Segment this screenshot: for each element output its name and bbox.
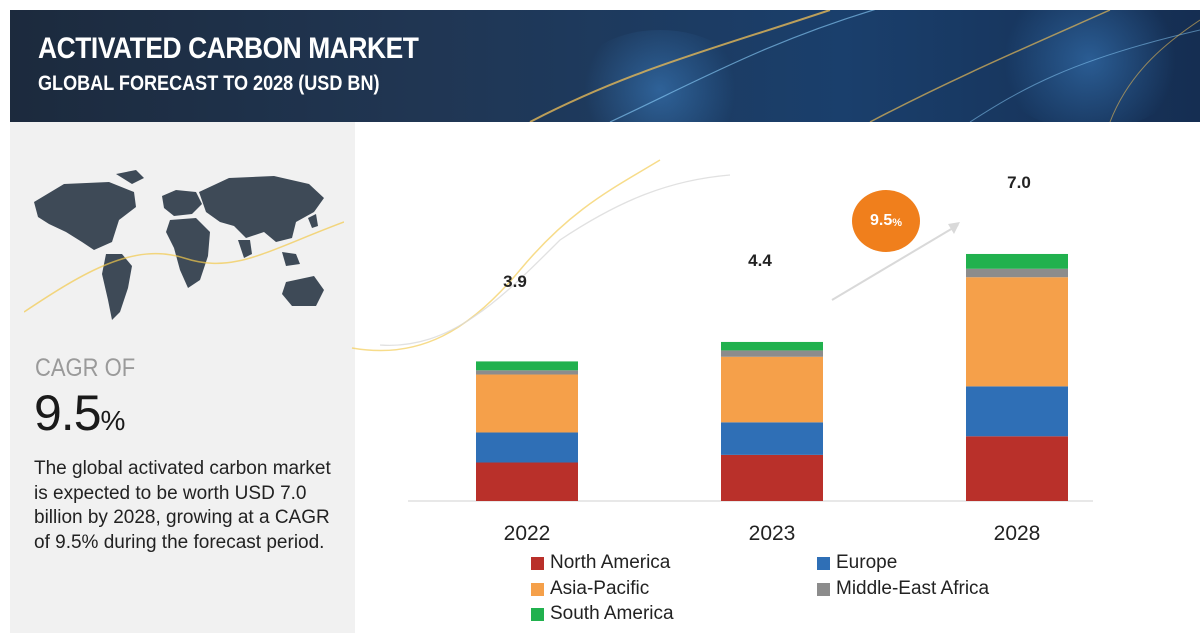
legend-label: Asia-Pacific xyxy=(550,578,650,599)
bar-segment-2028-north-america xyxy=(966,436,1068,501)
bar-segment-2028-asia-pacific xyxy=(966,277,1068,387)
legend-label: Middle-East Africa xyxy=(836,578,990,599)
bar-segment-2028-middle-east-africa xyxy=(966,268,1068,278)
bar-segment-2022-europe xyxy=(476,432,578,463)
bar-segment-2023-south-america xyxy=(721,341,823,351)
bar-segment-2023-middle-east-africa xyxy=(721,350,823,357)
cagr-label: CAGR OF xyxy=(35,354,136,382)
world-map-icon xyxy=(24,170,344,320)
bar-segment-2023-north-america xyxy=(721,454,823,501)
decorative-curve xyxy=(379,174,731,346)
legend-label: Europe xyxy=(836,552,898,573)
legend-swatch xyxy=(817,556,830,570)
page-title: ACTIVATED CARBON MARKET xyxy=(38,32,419,65)
bar-segment-2028-south-america xyxy=(966,253,1068,269)
total-label-2023: 4.4 xyxy=(748,251,772,270)
decorative-curve xyxy=(351,159,661,352)
x-tick-label-2028: 2028 xyxy=(994,522,1041,545)
legend-swatch xyxy=(817,582,830,596)
banner-decoration xyxy=(529,10,1200,122)
x-tick-label-2023: 2023 xyxy=(749,522,796,545)
bar-segment-2023-asia-pacific xyxy=(721,356,823,423)
legend-item-asia-pacific: Asia-Pacific xyxy=(531,578,649,600)
bar-segment-2028-europe xyxy=(966,386,1068,437)
total-label-2022: 3.9 xyxy=(503,272,527,291)
bar-segment-2022-middle-east-africa xyxy=(476,370,578,375)
bar-segment-2022-asia-pacific xyxy=(476,374,578,433)
cagr-unit: % xyxy=(100,405,126,436)
bar-segment-2022-south-america xyxy=(476,361,578,371)
x-tick-label-2022: 2022 xyxy=(504,522,551,545)
page-subtitle: GLOBAL FORECAST TO 2028 (USD BN) xyxy=(38,72,380,95)
bars-group xyxy=(476,253,1068,501)
legend-item-middle-east-africa: Middle-East Africa xyxy=(817,578,989,600)
total-label-2028: 7.0 xyxy=(1007,173,1031,192)
growth-arrow xyxy=(831,222,960,301)
legend-item-south-america: South America xyxy=(531,603,674,625)
bar-segment-2022-north-america xyxy=(476,462,578,501)
legend-label: North America xyxy=(550,552,671,573)
header-banner: ACTIVATED CARBON MARKET GLOBAL FORECAST … xyxy=(10,10,1200,122)
cagr-badge: 9.5% xyxy=(852,190,920,252)
legend-item-europe: Europe xyxy=(817,552,897,574)
cagr-badge-unit: % xyxy=(892,216,903,229)
legend-label: South America xyxy=(550,603,674,624)
summary-panel: CAGR OF 9.5% The global activated carbon… xyxy=(10,122,355,633)
cagr-value: 9.5% xyxy=(34,384,125,442)
cagr-number: 9.5 xyxy=(34,385,102,441)
cagr-badge-value: 9.5 xyxy=(869,212,893,229)
legend-item-north-america: North America xyxy=(531,552,670,574)
summary-text: The global activated carbon market is ex… xyxy=(34,458,331,553)
legend-swatch xyxy=(531,607,544,621)
legend-swatch xyxy=(531,556,544,570)
legend-swatch xyxy=(531,582,544,596)
bar-segment-2023-europe xyxy=(721,422,823,455)
